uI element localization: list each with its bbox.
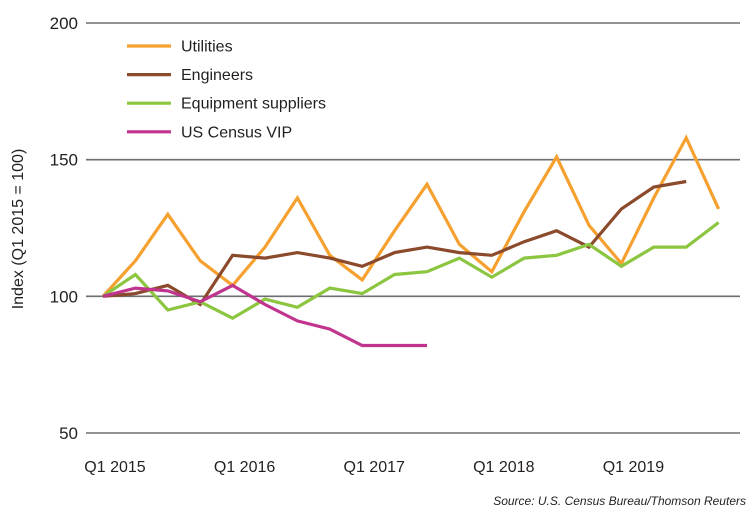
legend-label-equipment-suppliers: Equipment suppliers — [181, 96, 326, 113]
y-tick-label-150: 150 — [50, 151, 78, 170]
y-tick-label-50: 50 — [59, 424, 78, 443]
y-tick-label-100: 100 — [50, 287, 78, 306]
series-line-utilities — [101, 134, 721, 298]
x-tick-label: Q1 2017 — [344, 459, 405, 476]
series-line-us-census-vip — [102, 283, 427, 348]
x-tick-label: Q1 2019 — [603, 459, 664, 476]
gridlines — [86, 22, 740, 434]
x-tick-label: Q1 2016 — [214, 459, 275, 476]
x-tick-label: Q1 2015 — [84, 459, 145, 476]
legend-label-us-census-vip: US Census VIP — [181, 124, 292, 141]
legend-label-utilities: Utilities — [181, 39, 233, 56]
series-line-equipment-suppliers — [102, 221, 720, 321]
legend: Utilities Engineers Equipment suppliers US … — [127, 39, 326, 141]
series-lines — [101, 134, 721, 348]
x-tick-label: Q1 2018 — [473, 459, 534, 476]
x-axis-ticks: Q1 2015 Q1 2016 Q1 2017 Q1 2018 Q1 2019 — [84, 459, 664, 476]
series-line-engineers — [102, 179, 687, 307]
y-axis-title: Index (Q1 2015 = 100) — [10, 149, 27, 310]
source-note: Source: U.S. Census Bureau/Thomson Reute… — [493, 494, 746, 508]
y-tick-label-200: 200 — [50, 14, 78, 33]
y-axis-ticks: 50 100 150 200 — [50, 14, 78, 443]
legend-label-engineers: Engineers — [181, 67, 253, 84]
